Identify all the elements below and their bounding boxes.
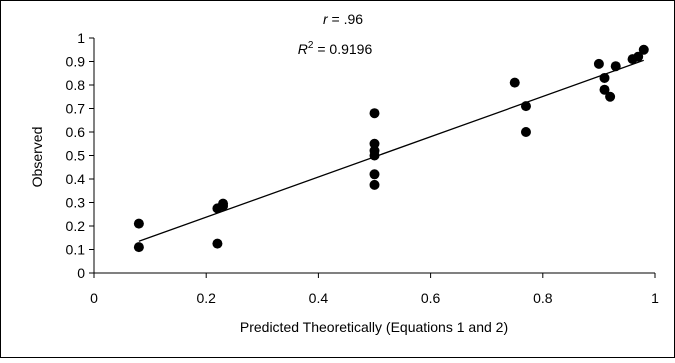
y-tick-label: 0.2 <box>66 218 86 234</box>
x-tick-label: 0.2 <box>196 290 216 306</box>
r-squared-annotation: R2 = 0.9196 <box>298 40 373 57</box>
y-tick-label: 0.1 <box>66 242 86 258</box>
x-tick-label: 0.6 <box>421 290 441 306</box>
x-tick-label: 0.4 <box>309 290 329 306</box>
data-point <box>133 242 144 253</box>
data-point <box>610 61 621 72</box>
y-tick-label: 0.7 <box>66 101 86 117</box>
y-tick-label: 0.6 <box>66 124 86 140</box>
axes: 0 0.1 0.2 0.3 0.4 0.5 0.6 0.7 0.8 0.9 1 0 0.2 0.4 0.6 0… <box>66 30 660 306</box>
y-tick-label: 0 <box>77 265 85 281</box>
y-tick-label: 0.8 <box>66 77 86 93</box>
y-axis-label: Observed <box>29 127 45 188</box>
trendline <box>138 59 644 242</box>
x-tick-label: 0 <box>90 290 98 306</box>
data-point <box>369 169 380 180</box>
data-point <box>369 179 380 190</box>
r-annotation: r = .96 <box>323 11 363 27</box>
y-tick-label: 1 <box>77 30 85 46</box>
x-axis-label: Predicted Theoretically (Equations 1 and… <box>240 319 508 335</box>
data-point <box>509 77 520 88</box>
data-point <box>218 198 229 209</box>
x-tick-label: 0.8 <box>533 290 553 306</box>
data-point <box>369 108 380 119</box>
trendline-group <box>138 59 644 242</box>
data-point <box>599 84 610 95</box>
y-tick-label: 0.3 <box>66 195 86 211</box>
data-point <box>369 138 380 149</box>
data-point <box>638 44 649 55</box>
data-point <box>520 127 531 137</box>
data-point <box>369 150 380 161</box>
data-point <box>520 101 531 112</box>
data-points <box>133 44 649 253</box>
y-tick-label: 0.4 <box>66 171 86 187</box>
x-tick-label: 1 <box>651 290 659 306</box>
data-point <box>593 58 604 69</box>
data-point <box>605 91 616 102</box>
data-point <box>633 51 644 62</box>
data-point <box>212 238 223 249</box>
y-tick-label: 0.9 <box>66 54 86 70</box>
data-point <box>599 72 610 83</box>
y-tick-label: 0.5 <box>66 148 86 164</box>
data-point <box>133 218 144 229</box>
